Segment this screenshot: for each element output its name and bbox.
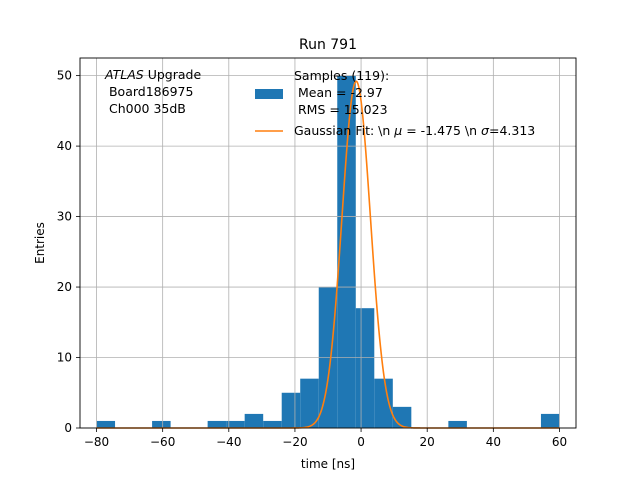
histogram-bar [392, 406, 412, 428]
atlas-annotation: ATLAS Upgrade Board186975 Ch000 35dB [104, 67, 201, 116]
legend: Samples (119): Mean = -2.97 RMS = 15.023… [255, 68, 535, 138]
histogram-bar [337, 75, 356, 428]
legend-samples-line3: RMS = 15.023 [294, 102, 388, 117]
histogram-bar [207, 420, 227, 428]
x-tick-label: −40 [216, 435, 241, 449]
plot-frame [79, 57, 577, 429]
x-tick-label: −80 [84, 435, 109, 449]
channel-label: Ch000 35dB [105, 101, 186, 116]
x-tick-label: 40 [486, 435, 501, 449]
x-ticks: −80 −60 −40 −20 0 20 40 60 [84, 428, 567, 449]
y-tick-label: 40 [57, 139, 72, 153]
y-tick-label: 50 [57, 69, 72, 83]
y-tick-label: 0 [64, 421, 72, 435]
svg-text:ATLAS Upgrade: ATLAS Upgrade [104, 67, 201, 82]
y-ticks: 0 10 20 30 40 50 [57, 69, 80, 435]
histogram-bar [96, 420, 116, 428]
histogram-bar [263, 420, 282, 428]
histogram-bar [355, 308, 375, 428]
x-tick-label: −20 [282, 435, 307, 449]
x-tick-label: 20 [420, 435, 435, 449]
legend-samples-line2: Mean = -2.97 [294, 85, 383, 100]
histogram-bar [448, 420, 467, 428]
x-tick-label: 60 [552, 435, 567, 449]
histogram-bar [374, 378, 393, 428]
histogram-bar [244, 413, 264, 428]
x-tick-label: −60 [150, 435, 175, 449]
legend-fit-label: Gaussian Fit: \n μ = -1.475 \n σ=4.313 [294, 123, 535, 138]
y-axis-label: Entries [33, 222, 47, 264]
histogram-bar [300, 378, 319, 428]
x-tick-label: 0 [357, 435, 365, 449]
board-label: Board186975 [105, 84, 193, 99]
legend-samples-line1: Samples (119): [294, 68, 389, 83]
x-axis-label: time [ns] [301, 457, 355, 471]
chart-title: Run 791 [299, 37, 357, 53]
atlas-label: ATLAS [104, 67, 144, 82]
upgrade-label: Upgrade [144, 67, 202, 82]
y-tick-label: 20 [57, 280, 72, 294]
histogram-bar [226, 420, 245, 428]
histogram-bar [281, 392, 301, 428]
legend-samples-swatch [255, 89, 283, 99]
histogram-bar [540, 413, 560, 428]
histogram-bar [152, 420, 171, 428]
y-tick-label: 10 [57, 351, 72, 365]
y-tick-label: 30 [57, 210, 72, 224]
